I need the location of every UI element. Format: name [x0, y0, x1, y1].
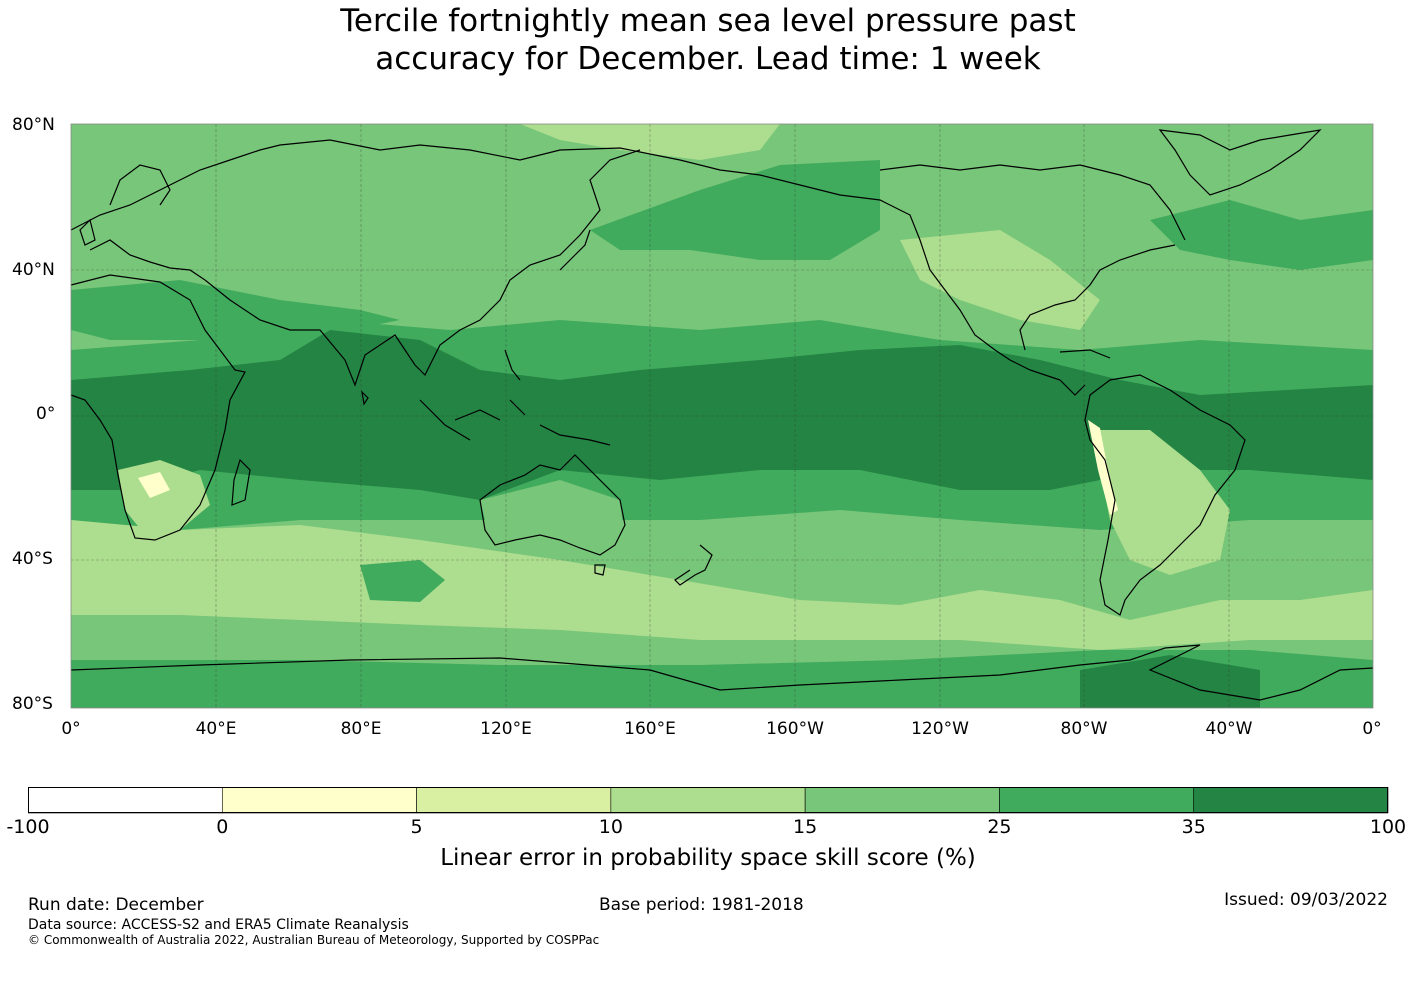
data-source: Data source: ACCESS-S2 and ERA5 Climate …: [28, 917, 409, 933]
coastlines: [70, 129, 1374, 701]
colorbar-segment-2: [416, 787, 612, 814]
colorbar: [28, 787, 1389, 814]
skill-region-north-pacific: [590, 160, 880, 260]
colorbar-segment-6: [1193, 787, 1389, 814]
coastline-australia: [479, 454, 626, 556]
lat-label-80n: 80°N: [12, 115, 55, 135]
map-frame: [70, 123, 1374, 709]
coastline-antarctica: [70, 644, 1374, 701]
coastline-arctic-canada: [879, 164, 1186, 241]
coastline-indonesia: [419, 399, 611, 446]
coastline-tasmania: [594, 564, 606, 576]
lon-label-0-left: 0°: [61, 719, 81, 739]
colorbar-segment-1: [221, 787, 417, 814]
run-date: Run date: December: [28, 895, 204, 915]
copyright: © Commonwealth of Australia 2022, Austra…: [28, 933, 600, 947]
colorbar-tick-2: 5: [410, 816, 423, 838]
coastline-sri-lanka: [361, 390, 369, 406]
coastline-africa: [70, 274, 246, 541]
colorbar-tick-4: 15: [793, 816, 818, 838]
colorbar-segment-5: [999, 787, 1195, 814]
base-period: Base period: 1981-2018: [599, 895, 804, 915]
issued-date: Issued: 09/03/2022: [1224, 890, 1388, 910]
coastline-south-america: [1084, 374, 1246, 616]
lon-label-40e: 40°E: [195, 719, 237, 739]
coastline-uk: [79, 218, 96, 246]
skill-region-southern-africa-core: [138, 472, 170, 498]
lon-label-40w: 40°W: [1205, 719, 1253, 739]
map-gridlines: [71, 124, 1373, 708]
skill-region-north-atlantic: [1150, 200, 1373, 270]
chart-title: Tercile fortnightly mean sea level press…: [0, 2, 1416, 78]
colorbar-title: Linear error in probability space skill …: [440, 845, 976, 871]
coastline-madagascar: [231, 458, 251, 506]
lon-label-160e: 160°E: [624, 719, 676, 739]
coastline-new-zealand: [674, 544, 713, 586]
lon-label-0-right: 0°: [1362, 719, 1382, 739]
colorbar-tick-7: 100: [1369, 816, 1407, 838]
colorbar-tick-6: 35: [1181, 816, 1206, 838]
coastline-scandinavia: [109, 164, 171, 206]
coastline-asia: [204, 149, 641, 387]
title-line-2: accuracy for December. Lead time: 1 week: [375, 41, 1041, 77]
colorbar-tick-5: 25: [987, 816, 1012, 838]
colorbar-segment-3: [610, 787, 806, 814]
colorbar-tick-0: -100: [6, 816, 50, 838]
lon-label-80w: 80°W: [1060, 719, 1108, 739]
skill-region-equatorial-core: [71, 330, 1373, 500]
lat-label-40n: 40°N: [12, 260, 55, 280]
lat-label-equator: 0°: [36, 404, 56, 424]
lon-label-120e: 120°E: [480, 719, 532, 739]
coastline-caribbean: [1059, 349, 1111, 359]
coastline-greenland: [1158, 129, 1322, 196]
colorbar-segment-4: [804, 787, 1000, 814]
skill-region-south-america: [1100, 430, 1230, 575]
coastline-europe: [70, 144, 281, 281]
colorbar-tick-3: 10: [598, 816, 623, 838]
skill-region-antarctic: [71, 650, 1373, 708]
colorbar-tick-1: 0: [216, 816, 229, 838]
skill-region-north-america-light: [900, 230, 1100, 330]
lon-label-160w: 160°W: [766, 719, 824, 739]
coastline-japan: [559, 229, 591, 271]
coastline-arctic-asia: [279, 139, 761, 176]
coastline-philippines: [504, 349, 521, 381]
title-line-1: Tercile fortnightly mean sea level press…: [340, 3, 1076, 39]
lon-label-80e: 80°E: [340, 719, 382, 739]
coastline-north-america: [759, 174, 1176, 396]
skill-region-southern-ocean-light: [71, 520, 1373, 650]
skill-region-southern-ocean-mid: [360, 560, 445, 602]
lat-label-80s: 80°S: [12, 694, 53, 714]
lat-label-40s: 40°S: [12, 549, 53, 569]
skill-region-antarctic-core: [1080, 655, 1260, 708]
colorbar-segment-0: [28, 787, 223, 814]
lon-label-120w: 120°W: [911, 719, 969, 739]
skill-region-andes-pale: [1088, 420, 1118, 515]
